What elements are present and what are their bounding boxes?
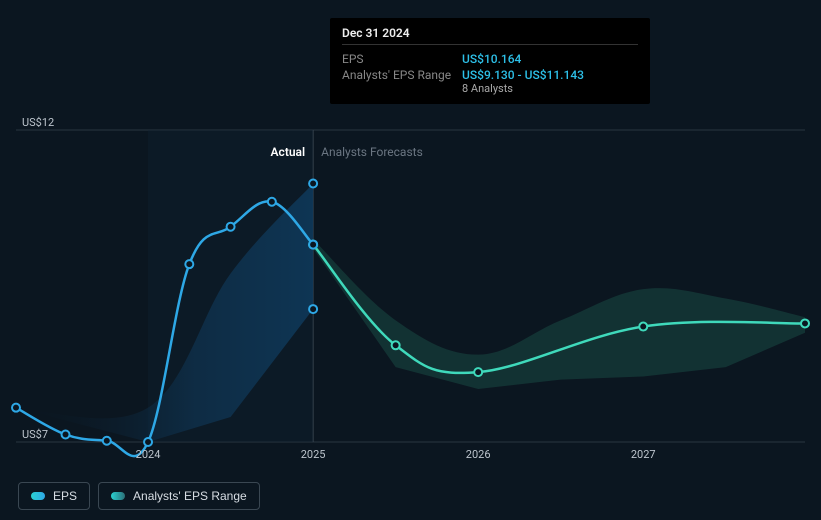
tooltip-range-label: Analysts' EPS Range bbox=[342, 67, 462, 96]
x-tick-label: 2025 bbox=[301, 448, 326, 461]
y-tick-label: US$12 bbox=[22, 116, 54, 129]
forecast-range-band bbox=[313, 239, 805, 389]
legend-item-eps[interactable]: EPS bbox=[18, 482, 90, 510]
forecast-marker bbox=[801, 319, 809, 327]
chart-tooltip: Dec 31 2024 EPS US$10.164 Analysts' EPS … bbox=[330, 18, 650, 104]
x-tick-label: 2024 bbox=[136, 448, 161, 461]
eps-marker bbox=[12, 404, 20, 412]
tooltip-eps-label: EPS bbox=[342, 51, 462, 67]
eps-marker bbox=[227, 223, 235, 231]
y-tick-label: US$7 bbox=[22, 428, 48, 441]
chart-legend: EPS Analysts' EPS Range bbox=[18, 482, 260, 510]
legend-label-eps: EPS bbox=[53, 489, 77, 503]
tooltip-marker bbox=[309, 179, 317, 187]
x-tick-label: 2027 bbox=[631, 448, 656, 461]
forecast-marker bbox=[639, 323, 647, 331]
eps-marker bbox=[144, 438, 152, 446]
legend-label-range: Analysts' EPS Range bbox=[133, 489, 247, 503]
eps-chart: US$12 US$7 2024 2025 2026 2027 Actual Analysts … bbox=[0, 0, 821, 520]
eps-marker bbox=[103, 437, 111, 445]
section-label-actual: Actual bbox=[271, 145, 306, 159]
legend-swatch-eps bbox=[31, 492, 45, 500]
forecast-marker bbox=[392, 341, 400, 349]
x-tick-label: 2026 bbox=[466, 448, 491, 461]
eps-marker bbox=[62, 431, 70, 439]
tooltip-marker bbox=[309, 305, 317, 313]
tooltip-range-value: US$9.130 - US$11.143 bbox=[462, 68, 638, 82]
forecast-marker bbox=[474, 368, 482, 376]
legend-item-range[interactable]: Analysts' EPS Range bbox=[98, 482, 260, 510]
tooltip-eps-value: US$10.164 bbox=[462, 51, 638, 67]
eps-marker bbox=[268, 198, 276, 206]
legend-swatch-range bbox=[111, 492, 125, 500]
eps-marker bbox=[185, 260, 193, 268]
tooltip-divider bbox=[342, 44, 638, 45]
tooltip-marker bbox=[309, 241, 317, 249]
tooltip-date: Dec 31 2024 bbox=[342, 26, 638, 40]
section-label-forecast: Analysts Forecasts bbox=[321, 145, 423, 159]
tooltip-range-sub: 8 Analysts bbox=[462, 82, 638, 95]
